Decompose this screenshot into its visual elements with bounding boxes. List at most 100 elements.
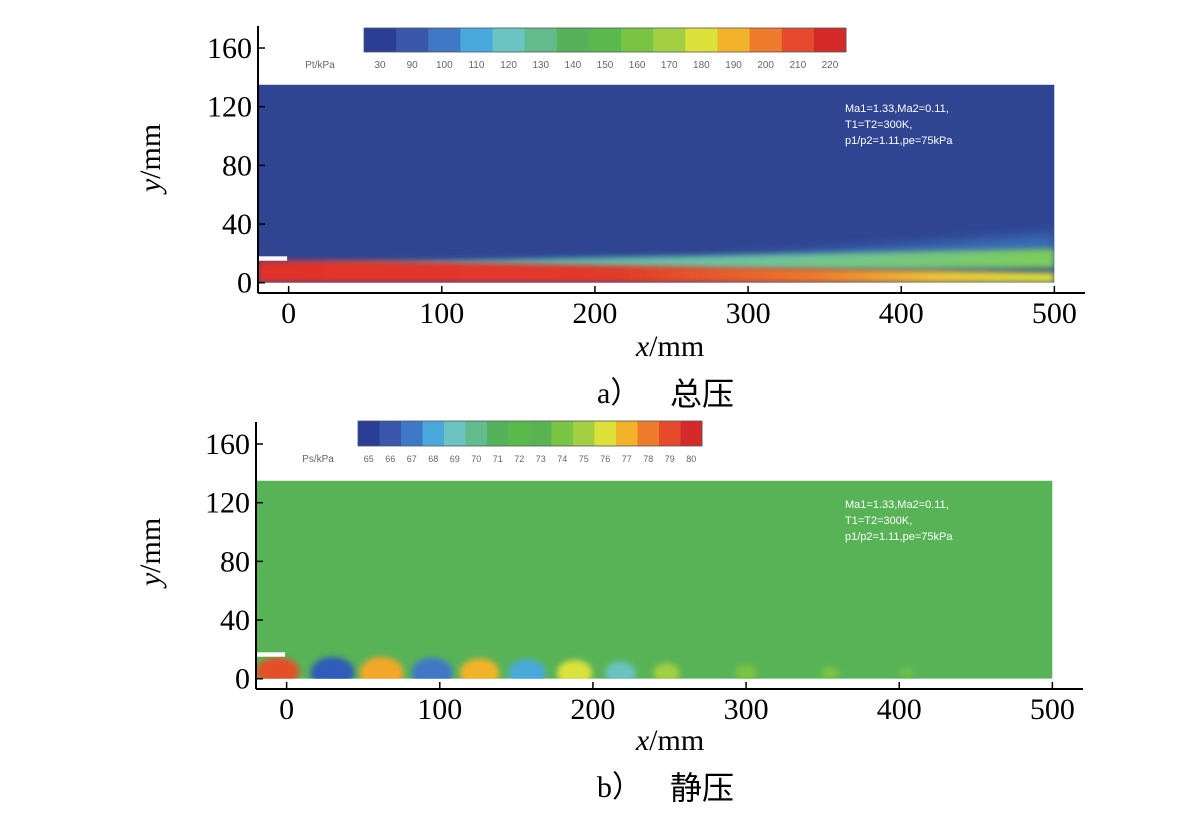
pressure-cell xyxy=(735,664,758,679)
colorbar-swatch xyxy=(465,421,488,446)
colorbar-swatch xyxy=(358,421,380,446)
colorbar-tick-label: 80 xyxy=(686,454,696,464)
colorbar-swatch xyxy=(653,28,686,52)
panel-a-xlabel: x/mm xyxy=(635,330,704,363)
x-tick-label: 300 xyxy=(726,297,771,330)
y-tick-label: 80 xyxy=(220,545,250,578)
y-tick-label: 40 xyxy=(220,604,250,637)
panel-b-annotation: Ma1=1.33,Ma2=0.11, T1=T2=300K, p1/p2=1.11,… xyxy=(845,499,953,543)
colorbar-tick-label: 160 xyxy=(629,60,646,71)
x-tick-label: 0 xyxy=(281,297,296,330)
colorbar-swatch xyxy=(637,421,660,446)
panel-a-axes: 0 100 200 300 400 500 0 40 80 120 160 xyxy=(207,26,1085,330)
colorbar-tick-label: 170 xyxy=(661,60,678,71)
pressure-cell xyxy=(653,663,680,679)
colorbar-swatch xyxy=(573,421,595,446)
colorbar-title: Ps/kPa xyxy=(302,454,334,465)
panel-a-ylabel: y/mm xyxy=(134,124,167,195)
colorbar-title: Pt/kPa xyxy=(305,60,335,71)
annotation-line: T1=T2=300K, xyxy=(845,119,912,131)
colorbar-swatch xyxy=(487,421,509,446)
y-tick-label: 0 xyxy=(235,663,250,696)
panel-b-ylabel: y/mm xyxy=(134,518,167,589)
y-tick-label: 40 xyxy=(222,208,252,241)
y-tick-label: 160 xyxy=(207,32,252,65)
colorbar-tick-label: 77 xyxy=(622,454,632,464)
y-tick-label: 120 xyxy=(205,487,250,520)
colorbar-frame xyxy=(363,27,847,53)
colorbar-swatch xyxy=(444,421,466,446)
colorbar-swatch xyxy=(749,28,783,52)
pressure-cell xyxy=(411,657,454,679)
colorbar-tick-label: 70 xyxy=(471,454,481,464)
x-tick-label: 200 xyxy=(572,297,617,330)
colorbar-swatch xyxy=(492,28,526,52)
pressure-cell xyxy=(508,659,546,679)
colorbar-swatch xyxy=(594,421,617,446)
colorbar-tick-label: 68 xyxy=(428,454,438,464)
colorbar-tick-label: 74 xyxy=(557,454,567,464)
colorbar-tick-label: 66 xyxy=(385,454,395,464)
nozzle-lip xyxy=(256,652,286,657)
colorbar-swatch xyxy=(396,28,429,52)
colorbar-swatch xyxy=(685,28,718,52)
panel-b-xlabel: x/mm xyxy=(635,724,704,757)
colorbar-swatch xyxy=(530,421,552,446)
colorbar-tick-label: 120 xyxy=(500,60,517,71)
colorbar-swatch xyxy=(616,421,638,446)
colorbar-swatch xyxy=(551,421,574,446)
colorbar-swatch xyxy=(556,28,590,52)
colorbar-tick-label: 69 xyxy=(450,454,460,464)
x-tick-label: 500 xyxy=(1030,693,1075,726)
colorbar-swatch xyxy=(428,28,461,52)
colorbar-tick-label: 130 xyxy=(532,60,549,71)
colorbar-swatch xyxy=(781,28,815,52)
colorbar-tick-label: 73 xyxy=(536,454,546,464)
x-tick-label: 100 xyxy=(419,297,464,330)
annotation-line: Ma1=1.33,Ma2=0.11, xyxy=(845,499,949,511)
x-tick-label: 400 xyxy=(879,297,924,330)
colorbar-tick-label: 67 xyxy=(407,454,417,464)
panel-a: 0 100 200 300 400 500 0 40 80 120 160 Pt/kPa 30 90 10… xyxy=(134,26,1085,412)
annotation-line: p1/p2=1.11,pe=75kPa xyxy=(845,531,953,543)
colorbar-tick-label: 72 xyxy=(514,454,524,464)
colorbar-tick-label: 71 xyxy=(493,454,503,464)
colorbar-swatch xyxy=(460,28,494,52)
colorbar-tick-label: 220 xyxy=(822,60,839,71)
jet-core xyxy=(258,260,1055,283)
y-tick-label: 0 xyxy=(237,267,252,300)
pressure-cell xyxy=(359,656,404,679)
colorbar-swatch xyxy=(422,421,445,446)
panel-b-field xyxy=(256,480,1053,679)
pressure-cell-origin xyxy=(256,657,300,679)
panel-b-caption-label: b） xyxy=(597,771,642,804)
pressure-cell xyxy=(310,656,355,679)
colorbar-tick-label: 78 xyxy=(643,454,653,464)
annotation-line: p1/p2=1.11,pe=75kPa xyxy=(845,135,953,147)
colorbar-swatch xyxy=(379,421,402,446)
colorbar-tick-label: 75 xyxy=(579,454,589,464)
colorbar-swatch xyxy=(524,28,558,52)
nozzle-lip xyxy=(258,256,288,261)
colorbar-tick-label: 76 xyxy=(600,454,610,464)
colorbar-tick-label: 65 xyxy=(364,454,374,464)
colorbar-swatch xyxy=(364,28,397,52)
x-tick-label: 500 xyxy=(1032,297,1077,330)
colorbar-tick-label: 180 xyxy=(693,60,710,71)
annotation-line: Ma1=1.33,Ma2=0.11, xyxy=(845,103,949,115)
panel-a-caption-label: a） xyxy=(597,377,640,410)
panel-b-axes: 0 100 200 300 400 500 0 40 80 120 160 xyxy=(205,422,1083,726)
panel-a-caption-title: 总压 xyxy=(670,376,734,412)
panel-a-annotation: Ma1=1.33,Ma2=0.11, T1=T2=300K, p1/p2=1.11,… xyxy=(845,103,953,147)
colorbar-tick-label: 140 xyxy=(565,60,582,71)
panel-b-colorbar: Ps/kPa 65 66 67 68 69 70 71 72 73 74 75 76 77 78 79 80 xyxy=(302,420,703,465)
pressure-cell xyxy=(899,667,915,679)
colorbar-tick-label: 150 xyxy=(597,60,614,71)
colorbar-swatch xyxy=(508,421,531,446)
colorbar-tick-label: 110 xyxy=(468,60,484,71)
y-tick-label: 160 xyxy=(205,428,250,461)
colorbar-swatch xyxy=(621,28,654,52)
colorbar-tick-label: 79 xyxy=(665,454,675,464)
x-tick-label: 0 xyxy=(279,693,294,726)
